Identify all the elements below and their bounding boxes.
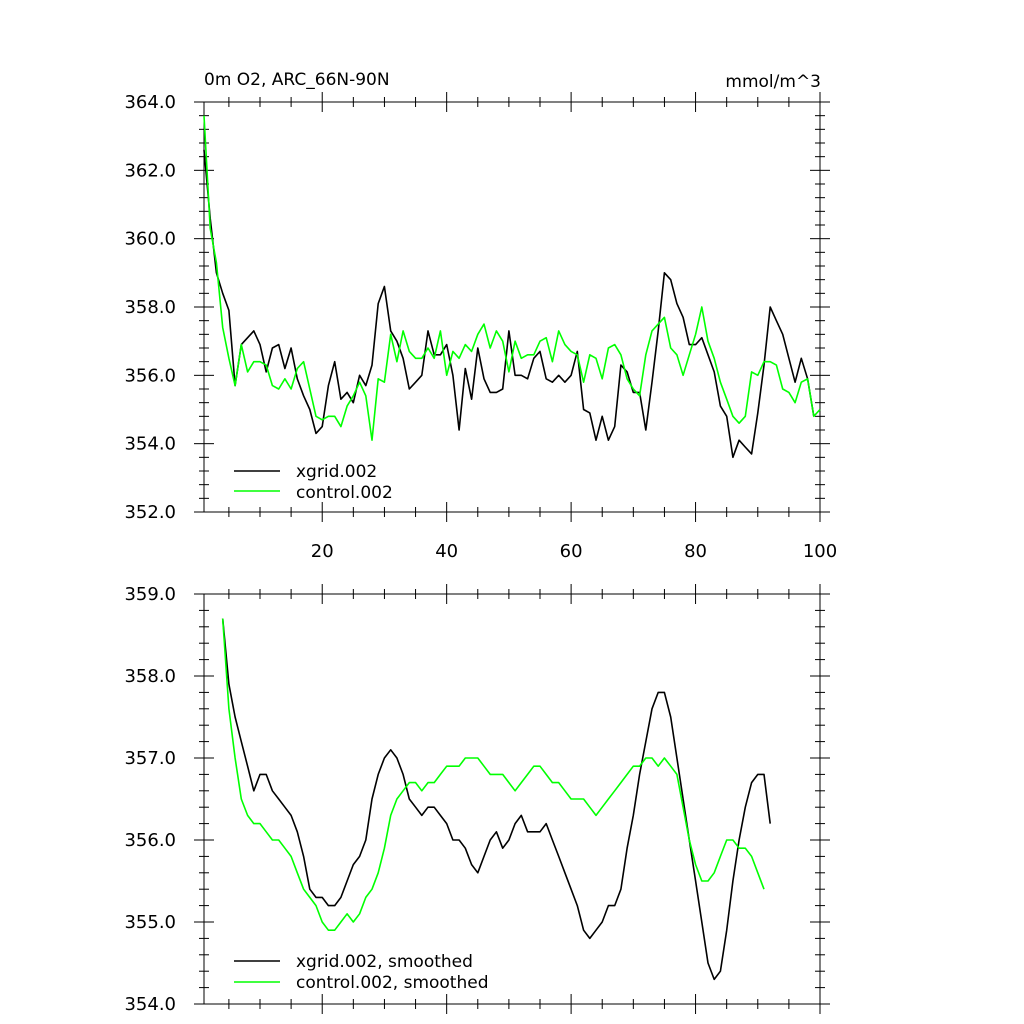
y-tick-label: 356.0	[124, 365, 176, 386]
x-tick-label: 100	[803, 541, 837, 562]
y-tick-label: 354.0	[124, 434, 176, 455]
y-tick-label: 364.0	[124, 92, 176, 113]
legend-label-xgrid: xgrid.002	[296, 462, 377, 482]
top-chart-panel: 0m O2, ARC_66N-90N mmol/m^3 352.0354.035…	[124, 70, 837, 562]
top-chart-x-axis: 20 40 60 80 100	[228, 92, 837, 562]
top-chart-legend: xgrid.002 control.002	[234, 462, 393, 503]
series-line-control-002-smoothed	[221, 618, 765, 932]
y-tick-label: 359.0	[124, 584, 176, 605]
series-line-xgrid-002	[203, 149, 815, 459]
y-tick-label: 355.0	[124, 912, 176, 933]
x-tick-label: 60	[560, 541, 583, 562]
y-tick-label: 358.0	[124, 297, 176, 318]
y-tick-label: 362.0	[124, 160, 176, 181]
bottom-chart-legend: xgrid.002, smoothed control.002, smoothe…	[234, 952, 489, 993]
y-tick-label: 354.0	[124, 994, 176, 1015]
bottom-chart-series	[221, 618, 771, 981]
top-chart-frame	[203, 101, 821, 513]
legend-label-control-smoothed: control.002, smoothed	[296, 973, 489, 993]
legend-label-control: control.002	[296, 483, 393, 503]
top-chart-title: 0m O2, ARC_66N-90N	[204, 70, 390, 90]
top-chart-y-axis: 352.0 354.0 356.0 358.0 360.0 362.0 364.0	[124, 92, 830, 523]
x-tick-label: 40	[435, 541, 458, 562]
y-tick-label: 360.0	[124, 229, 176, 250]
bottom-chart-panel: 354.0 355.0 356.0 357.0 358.0 359.0 xgrid.002…	[124, 584, 830, 1015]
x-tick-label: 80	[684, 541, 707, 562]
y-tick-label: 357.0	[124, 748, 176, 769]
y-tick-label: 358.0	[124, 666, 176, 687]
y-tick-label: 352.0	[124, 502, 176, 523]
top-chart-units: mmol/m^3	[725, 72, 821, 92]
legend-label-xgrid-smoothed: xgrid.002, smoothed	[296, 952, 473, 972]
bottom-chart-y-axis: 354.0 355.0 356.0 357.0 358.0 359.0	[124, 584, 830, 1015]
bottom-chart-frame	[203, 593, 821, 1005]
bottom-chart-x-axis	[228, 584, 821, 1014]
y-tick-label: 356.0	[124, 830, 176, 851]
x-tick-label: 20	[311, 541, 334, 562]
top-chart-series	[203, 115, 821, 459]
series-line-xgrid-002-smoothed	[221, 618, 771, 981]
series-line-control-002	[203, 115, 821, 442]
